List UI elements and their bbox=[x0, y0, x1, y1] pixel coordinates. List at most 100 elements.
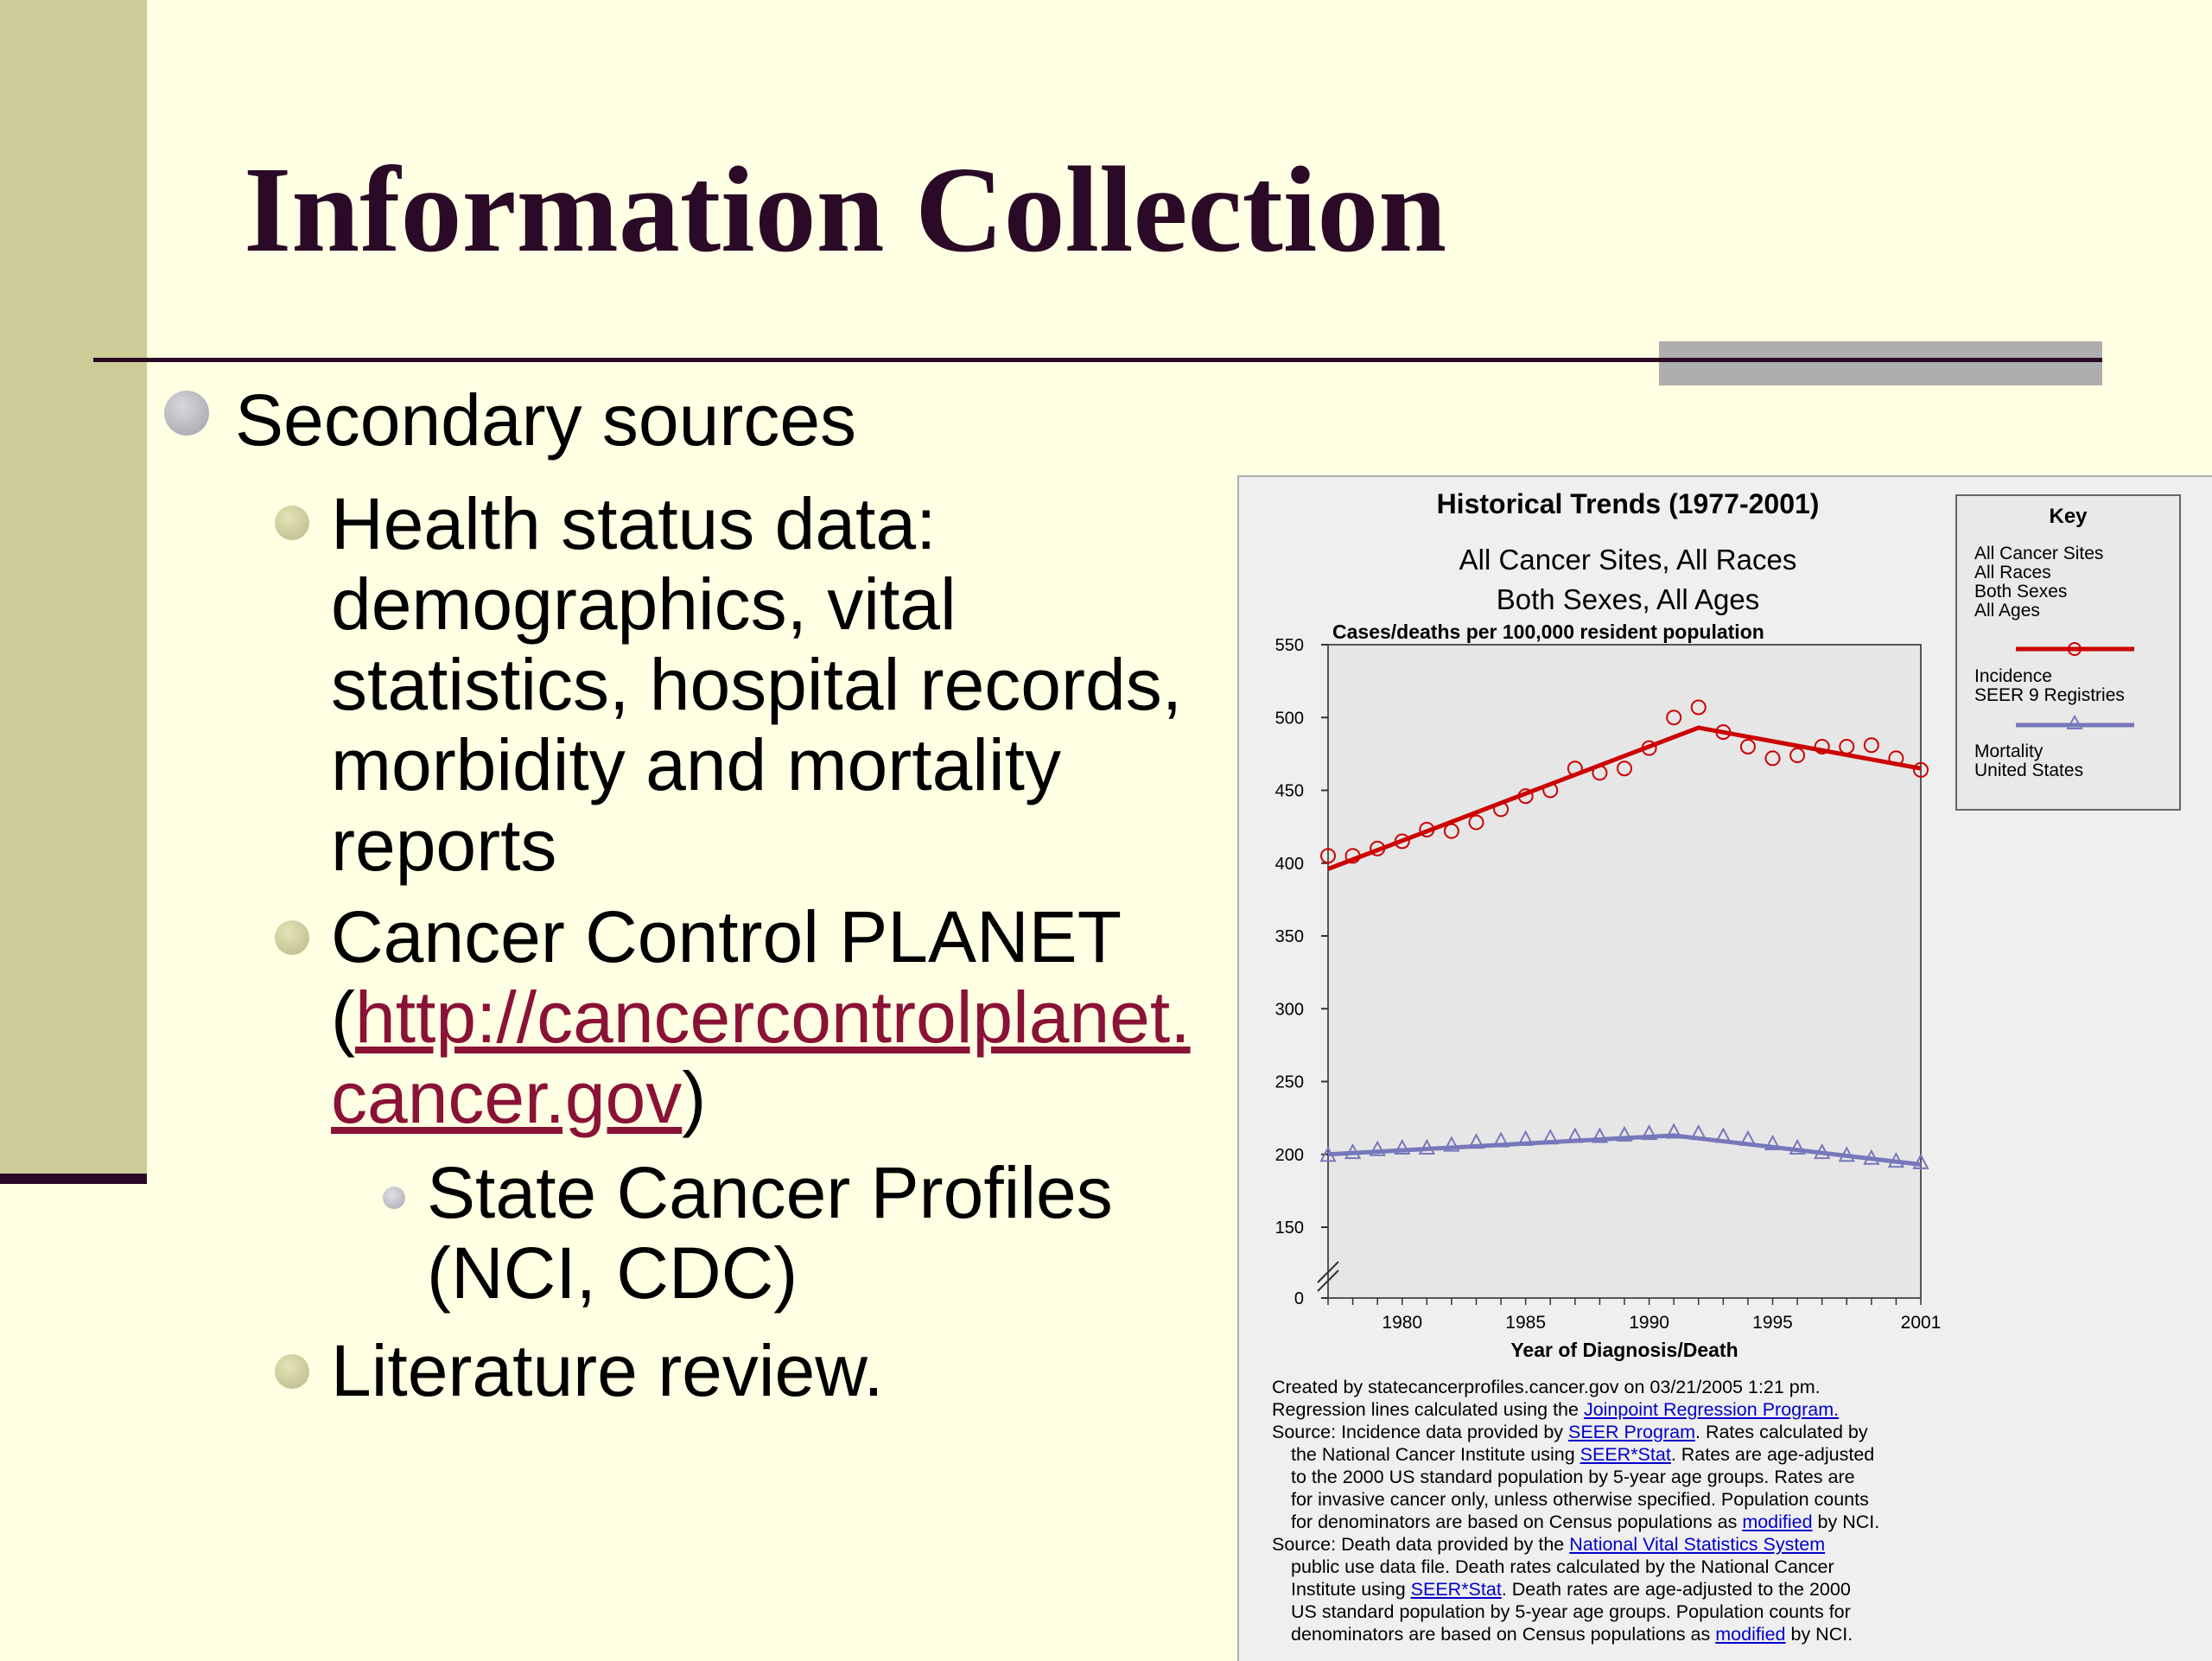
modified-link-2[interactable]: modified bbox=[1715, 1624, 1786, 1645]
x-tick-label: 1985 bbox=[1505, 1313, 1546, 1333]
series-layer bbox=[1319, 699, 1929, 1169]
seerstat-link-2[interactable]: SEER*Stat bbox=[1410, 1579, 1502, 1600]
title-rule-accent bbox=[1659, 341, 2102, 385]
series-incidence bbox=[1320, 699, 1929, 871]
note-denom-text: for denominators are based on Census pop… bbox=[1291, 1511, 1743, 1532]
chart-source-notes: Created by statecancerprofiles.cancer.go… bbox=[1272, 1376, 1879, 1645]
bullet-cancer-control-planet: Cancer Control PLANET (http://cancercont… bbox=[331, 897, 1191, 1138]
series-mortality bbox=[1319, 1123, 1929, 1169]
mortality-data-point bbox=[1319, 1146, 1337, 1162]
note-regression: Regression lines calculated using the Jo… bbox=[1272, 1398, 1879, 1421]
note-institute-using: Institute using SEER*Stat. Death rates a… bbox=[1272, 1578, 1879, 1601]
planet-link[interactable]: http://cancercontrolplanet. bbox=[354, 977, 1191, 1058]
bullet-health-status: Health status data: demographics, vital … bbox=[331, 484, 1182, 886]
chart-xlabel: Year of Diagnosis/Death bbox=[1510, 1339, 1738, 1361]
y-tick-label: 300 bbox=[1275, 1000, 1304, 1019]
incidence-data-point bbox=[1863, 737, 1879, 754]
incidence-data-point bbox=[1617, 760, 1632, 777]
incidence-data-point bbox=[1344, 848, 1361, 864]
mortality-data-point bbox=[1863, 1149, 1880, 1165]
incidence-data-point bbox=[1468, 814, 1484, 830]
mortality-data-point bbox=[1838, 1146, 1855, 1162]
joinpoint-link[interactable]: Joinpoint Regression Program. bbox=[1583, 1399, 1840, 1420]
mortality-data-point bbox=[1443, 1136, 1460, 1152]
y-tick-label: 150 bbox=[1275, 1219, 1304, 1238]
incidence-data-point bbox=[1493, 801, 1510, 818]
incidence-data-point bbox=[1370, 840, 1386, 856]
note-by-nci: by NCI. bbox=[1812, 1511, 1880, 1532]
bullet-literature-review: Literature review. bbox=[331, 1330, 884, 1411]
note-source-death: Source: Death data provided by the Natio… bbox=[1272, 1533, 1879, 1556]
mortality-data-point bbox=[1567, 1127, 1584, 1143]
planet-open-paren: ( bbox=[331, 977, 355, 1058]
mortality-data-point bbox=[1394, 1138, 1411, 1155]
mortality-data-point bbox=[1591, 1127, 1609, 1143]
nvss-link[interactable]: National Vital Statistics System bbox=[1569, 1534, 1826, 1555]
chart-ylabel: Cases/deaths per 100,000 resident popula… bbox=[1332, 620, 1764, 643]
planet-line-2: (http://cancercontrolplanet. bbox=[331, 977, 1191, 1058]
note-institute-text: Institute using bbox=[1291, 1579, 1411, 1600]
mortality-data-point bbox=[1912, 1153, 1929, 1169]
axis-layer: 0 150 200 250 300 350 400 450 500 550 1980 1985 1990… bbox=[1275, 636, 1942, 1333]
incidence-data-point bbox=[1666, 710, 1682, 726]
mortality-data-point bbox=[1467, 1133, 1485, 1149]
y-axis-break-mark bbox=[1317, 1270, 1339, 1292]
seer-program-link[interactable]: SEER Program bbox=[1568, 1422, 1695, 1442]
legend-incidence-swatch bbox=[2016, 642, 2134, 656]
y-tick-label: 500 bbox=[1275, 709, 1304, 728]
legend-mortality-swatch bbox=[2016, 714, 2134, 729]
legend-text-3: Both Sexes bbox=[1974, 582, 2068, 601]
legend-incidence-label: Incidence bbox=[1974, 666, 2052, 686]
planet-line-1: Cancer Control PLANET bbox=[331, 896, 1122, 977]
note-created: Created by statecancerprofiles.cancer.go… bbox=[1272, 1377, 1821, 1397]
incidence-data-point bbox=[1419, 821, 1435, 837]
incidence-data-point bbox=[1764, 750, 1781, 767]
planet-link-continued[interactable]: cancer.gov bbox=[331, 1057, 683, 1138]
bullet-dot-level2 bbox=[275, 506, 309, 540]
seerstat-link[interactable]: SEER*Stat bbox=[1580, 1444, 1671, 1465]
modified-link[interactable]: modified bbox=[1742, 1511, 1813, 1532]
planet-line-3: cancer.gov) bbox=[331, 1058, 1191, 1138]
note-source2-text: Source: Death data provided by the bbox=[1272, 1534, 1570, 1555]
chart-subtitle-1: All Cancer Sites, All Races bbox=[1459, 544, 1797, 576]
mortality-regression-line bbox=[1327, 1133, 1922, 1168]
mortality-data-point bbox=[1418, 1138, 1435, 1155]
mortality-data-point bbox=[1616, 1125, 1633, 1142]
slide-title: Information Collection bbox=[244, 141, 1447, 277]
note-source1-suffix: . Rates calculated by bbox=[1695, 1422, 1868, 1442]
incidence-data-point bbox=[1814, 738, 1830, 754]
mortality-data-point bbox=[1369, 1140, 1386, 1156]
incidence-data-point bbox=[1320, 848, 1336, 864]
incidence-data-point bbox=[1592, 765, 1608, 781]
incidence-regression-line bbox=[1327, 725, 1922, 871]
y-tick-label: 200 bbox=[1275, 1146, 1304, 1165]
note-rates-adj: . Rates are age-adjusted bbox=[1670, 1444, 1875, 1465]
incidence-data-point bbox=[1641, 740, 1657, 756]
note-public-use: public use data file. Death rates calcul… bbox=[1291, 1556, 1834, 1577]
health-line-3: statistics, hospital records, bbox=[331, 644, 1183, 725]
chart-legend: Key All Cancer Sites All Races Both Sexe… bbox=[1955, 494, 2181, 811]
mortality-data-point bbox=[1814, 1142, 1831, 1160]
bullet-secondary-sources: Secondary sources bbox=[235, 379, 857, 461]
note-denom2-text: denominators are based on Census populat… bbox=[1291, 1624, 1716, 1645]
mortality-data-point bbox=[1714, 1127, 1732, 1143]
note-nci-using: the National Cancer Institute using SEER… bbox=[1272, 1443, 1879, 1466]
mortality-data-point bbox=[1541, 1129, 1559, 1145]
chart-subtitle-2: Both Sexes, All Ages bbox=[1497, 583, 1760, 615]
x-tick-label: 2001 bbox=[1901, 1313, 1942, 1333]
note-denominators: for denominators are based on Census pop… bbox=[1272, 1511, 1879, 1533]
y-tick-label: 550 bbox=[1275, 636, 1304, 655]
note-denominators-2: denominators are based on Census populat… bbox=[1272, 1623, 1879, 1645]
mortality-data-point bbox=[1887, 1152, 1905, 1168]
x-tick-label: 1995 bbox=[1752, 1313, 1793, 1333]
y-tick-label: 450 bbox=[1275, 782, 1304, 801]
bullet-state-cancer-profiles: State Cancer Profiles (NCI, CDC) bbox=[427, 1153, 1113, 1314]
note-invasive: for invasive cancer only, unless otherwi… bbox=[1291, 1489, 1869, 1510]
legend-mortality-sublabel: United States bbox=[1974, 760, 2084, 780]
health-line-1: Health status data: bbox=[331, 483, 937, 564]
note-regression-text: Regression lines calculated using the bbox=[1272, 1399, 1584, 1420]
incidence-data-point bbox=[1888, 750, 1904, 767]
incidence-data-point bbox=[1789, 748, 1806, 764]
state-line-2: (NCI, CDC) bbox=[427, 1232, 798, 1314]
incidence-data-point bbox=[1542, 782, 1559, 799]
